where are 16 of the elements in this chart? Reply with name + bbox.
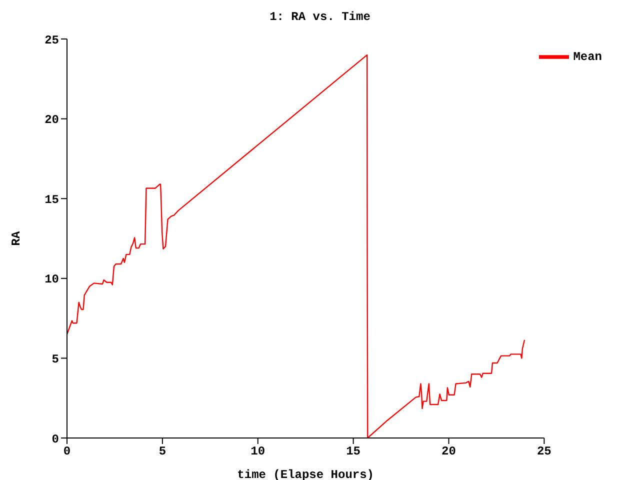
y-axis-title: RA <box>9 230 24 246</box>
y-tick-label: 15 <box>44 192 59 207</box>
y-tick-label: 10 <box>44 272 59 287</box>
line-series <box>67 54 526 438</box>
y-tick-label: 5 <box>52 352 59 366</box>
y-tick-label: 20 <box>44 113 59 128</box>
x-tick-label: 15 <box>346 444 361 459</box>
y-tick-label: 0 <box>52 432 59 446</box>
x-tick-label: 20 <box>442 444 456 459</box>
x-tick-label: 10 <box>250 444 266 459</box>
legend-label: Mean <box>573 50 602 64</box>
chart-title: 1: RA vs. Time <box>268 10 372 24</box>
x-tick-label: 25 <box>536 444 552 459</box>
y-tick-label: 25 <box>44 33 59 48</box>
x-tick-label: 5 <box>158 444 166 459</box>
x-tick-label: 0 <box>63 444 71 459</box>
